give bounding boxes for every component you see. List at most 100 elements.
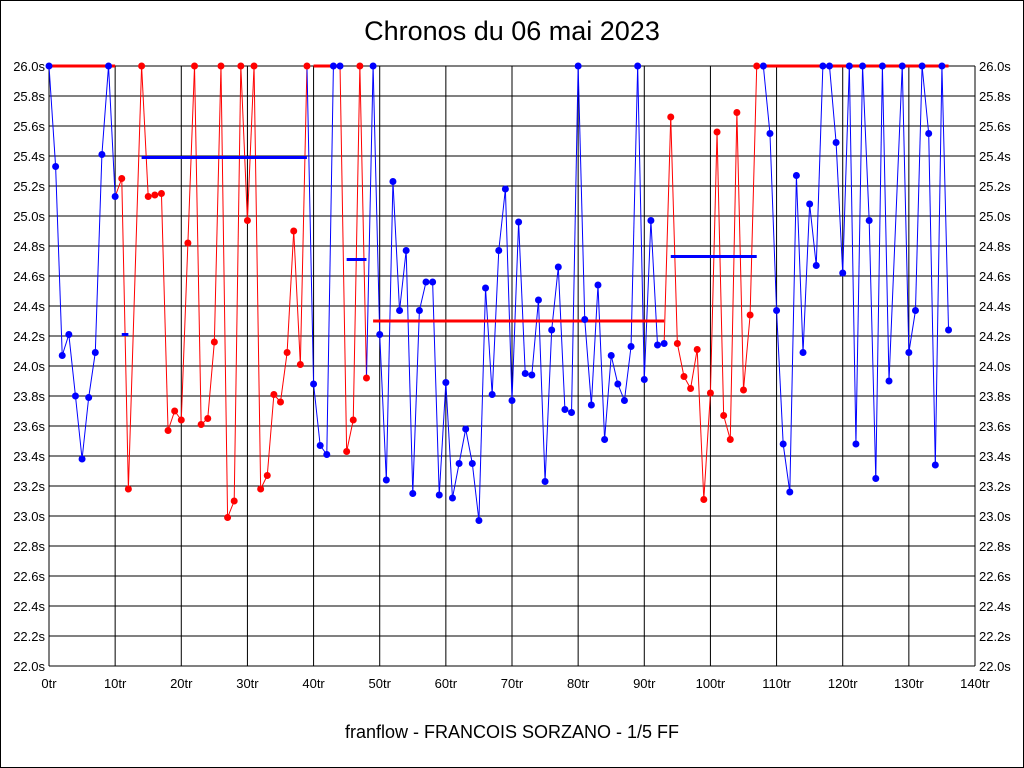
series-segment (809, 203, 817, 266)
data-point (250, 62, 258, 70)
series-segment (160, 193, 169, 431)
data-point (746, 311, 754, 319)
series-segment (246, 65, 255, 221)
series-segment (921, 65, 930, 134)
x-tick-label: 0tr (41, 676, 57, 691)
data-point (283, 349, 291, 356)
series-segment (141, 65, 149, 197)
series-segment (465, 428, 473, 464)
series-segment (663, 116, 672, 344)
series-segment (101, 65, 110, 155)
data-point (138, 62, 146, 70)
series-segment (815, 65, 824, 266)
data-point (303, 62, 311, 70)
series-segment (531, 299, 539, 376)
y-tick-label-left: 25.6s (13, 119, 45, 134)
data-point (257, 485, 265, 493)
y-tick-label-right: 23.8s (979, 389, 1011, 404)
series-segment (293, 230, 301, 365)
data-point (568, 409, 576, 416)
data-point (329, 62, 337, 70)
series-segment (299, 65, 308, 365)
x-tick-label: 110tr (762, 676, 791, 691)
data-point (839, 269, 847, 277)
data-point (144, 193, 152, 200)
series-segment (610, 355, 619, 385)
data-point (766, 130, 774, 137)
y-tick-label-left: 22.8s (13, 539, 45, 554)
data-point (382, 476, 390, 484)
series-segment (418, 281, 427, 311)
data-point (52, 163, 60, 170)
data-point (422, 278, 430, 286)
y-tick-label-left: 22.4s (13, 599, 45, 614)
data-point (475, 517, 483, 524)
data-point (389, 178, 397, 185)
data-point (614, 380, 622, 388)
y-tick-label-right: 24.8s (979, 239, 1011, 254)
data-point (521, 370, 529, 377)
series-segment (74, 395, 83, 460)
data-point (726, 436, 734, 443)
y-tick-label-left: 26.0s (13, 59, 45, 74)
series-segment (729, 112, 738, 440)
series-segment (306, 65, 315, 385)
data-point (191, 62, 199, 70)
data-point (270, 391, 278, 398)
series-segment (471, 463, 480, 521)
series-segment (68, 334, 76, 397)
series-segment (901, 65, 910, 353)
series-segment (220, 65, 229, 518)
x-tick-label: 90tr (633, 676, 656, 691)
data-point (587, 401, 595, 409)
y-tick-label-left: 25.0s (13, 209, 45, 224)
chart-title: Chronos du 06 mai 2023 (364, 16, 660, 46)
data-point (184, 239, 192, 247)
series-segment (795, 175, 804, 353)
data-point (362, 374, 370, 382)
x-tick-label: 80tr (567, 676, 590, 691)
data-point (713, 128, 721, 136)
y-tick-label-left: 24.2s (13, 329, 45, 344)
series-segment (571, 65, 579, 413)
data-point (832, 139, 840, 146)
y-tick-label-right: 22.0s (979, 659, 1011, 674)
data-point (415, 307, 423, 314)
series-segment (240, 65, 248, 221)
data-point (118, 175, 126, 182)
data-point (660, 340, 668, 347)
y-tick-label-left: 24.4s (13, 299, 45, 314)
series-segment (88, 352, 96, 398)
data-point (495, 247, 503, 254)
x-tick-label: 20tr (170, 676, 193, 691)
data-point (825, 62, 833, 70)
data-point (574, 62, 582, 70)
x-tick-label: 30tr (236, 676, 259, 691)
series-segment (346, 419, 354, 452)
data-point (898, 62, 906, 70)
data-point (151, 191, 159, 199)
data-point (462, 425, 470, 433)
series-segment (743, 314, 751, 391)
data-point (230, 497, 238, 505)
data-point (878, 62, 886, 70)
data-point (343, 448, 351, 455)
data-point (243, 217, 251, 224)
chart-subtitle: franflow - FRANCOIS SORZANO - 1/5 FF (344, 722, 680, 742)
series-segment (855, 65, 864, 445)
y-tick-label-right: 24.6s (979, 269, 1011, 284)
series-segment (253, 65, 262, 490)
y-tick-label-right: 24.2s (979, 329, 1011, 344)
data-point (806, 200, 814, 208)
series-segment (597, 284, 606, 440)
series-segment (789, 175, 797, 493)
data-point (905, 349, 913, 356)
series-segment (862, 65, 870, 221)
y-tick-label-left: 25.4s (13, 149, 45, 164)
series-segment (313, 383, 321, 446)
series-segment (544, 329, 553, 482)
series-segment (762, 65, 771, 134)
series-segment (842, 65, 850, 274)
series-segment (108, 65, 116, 197)
